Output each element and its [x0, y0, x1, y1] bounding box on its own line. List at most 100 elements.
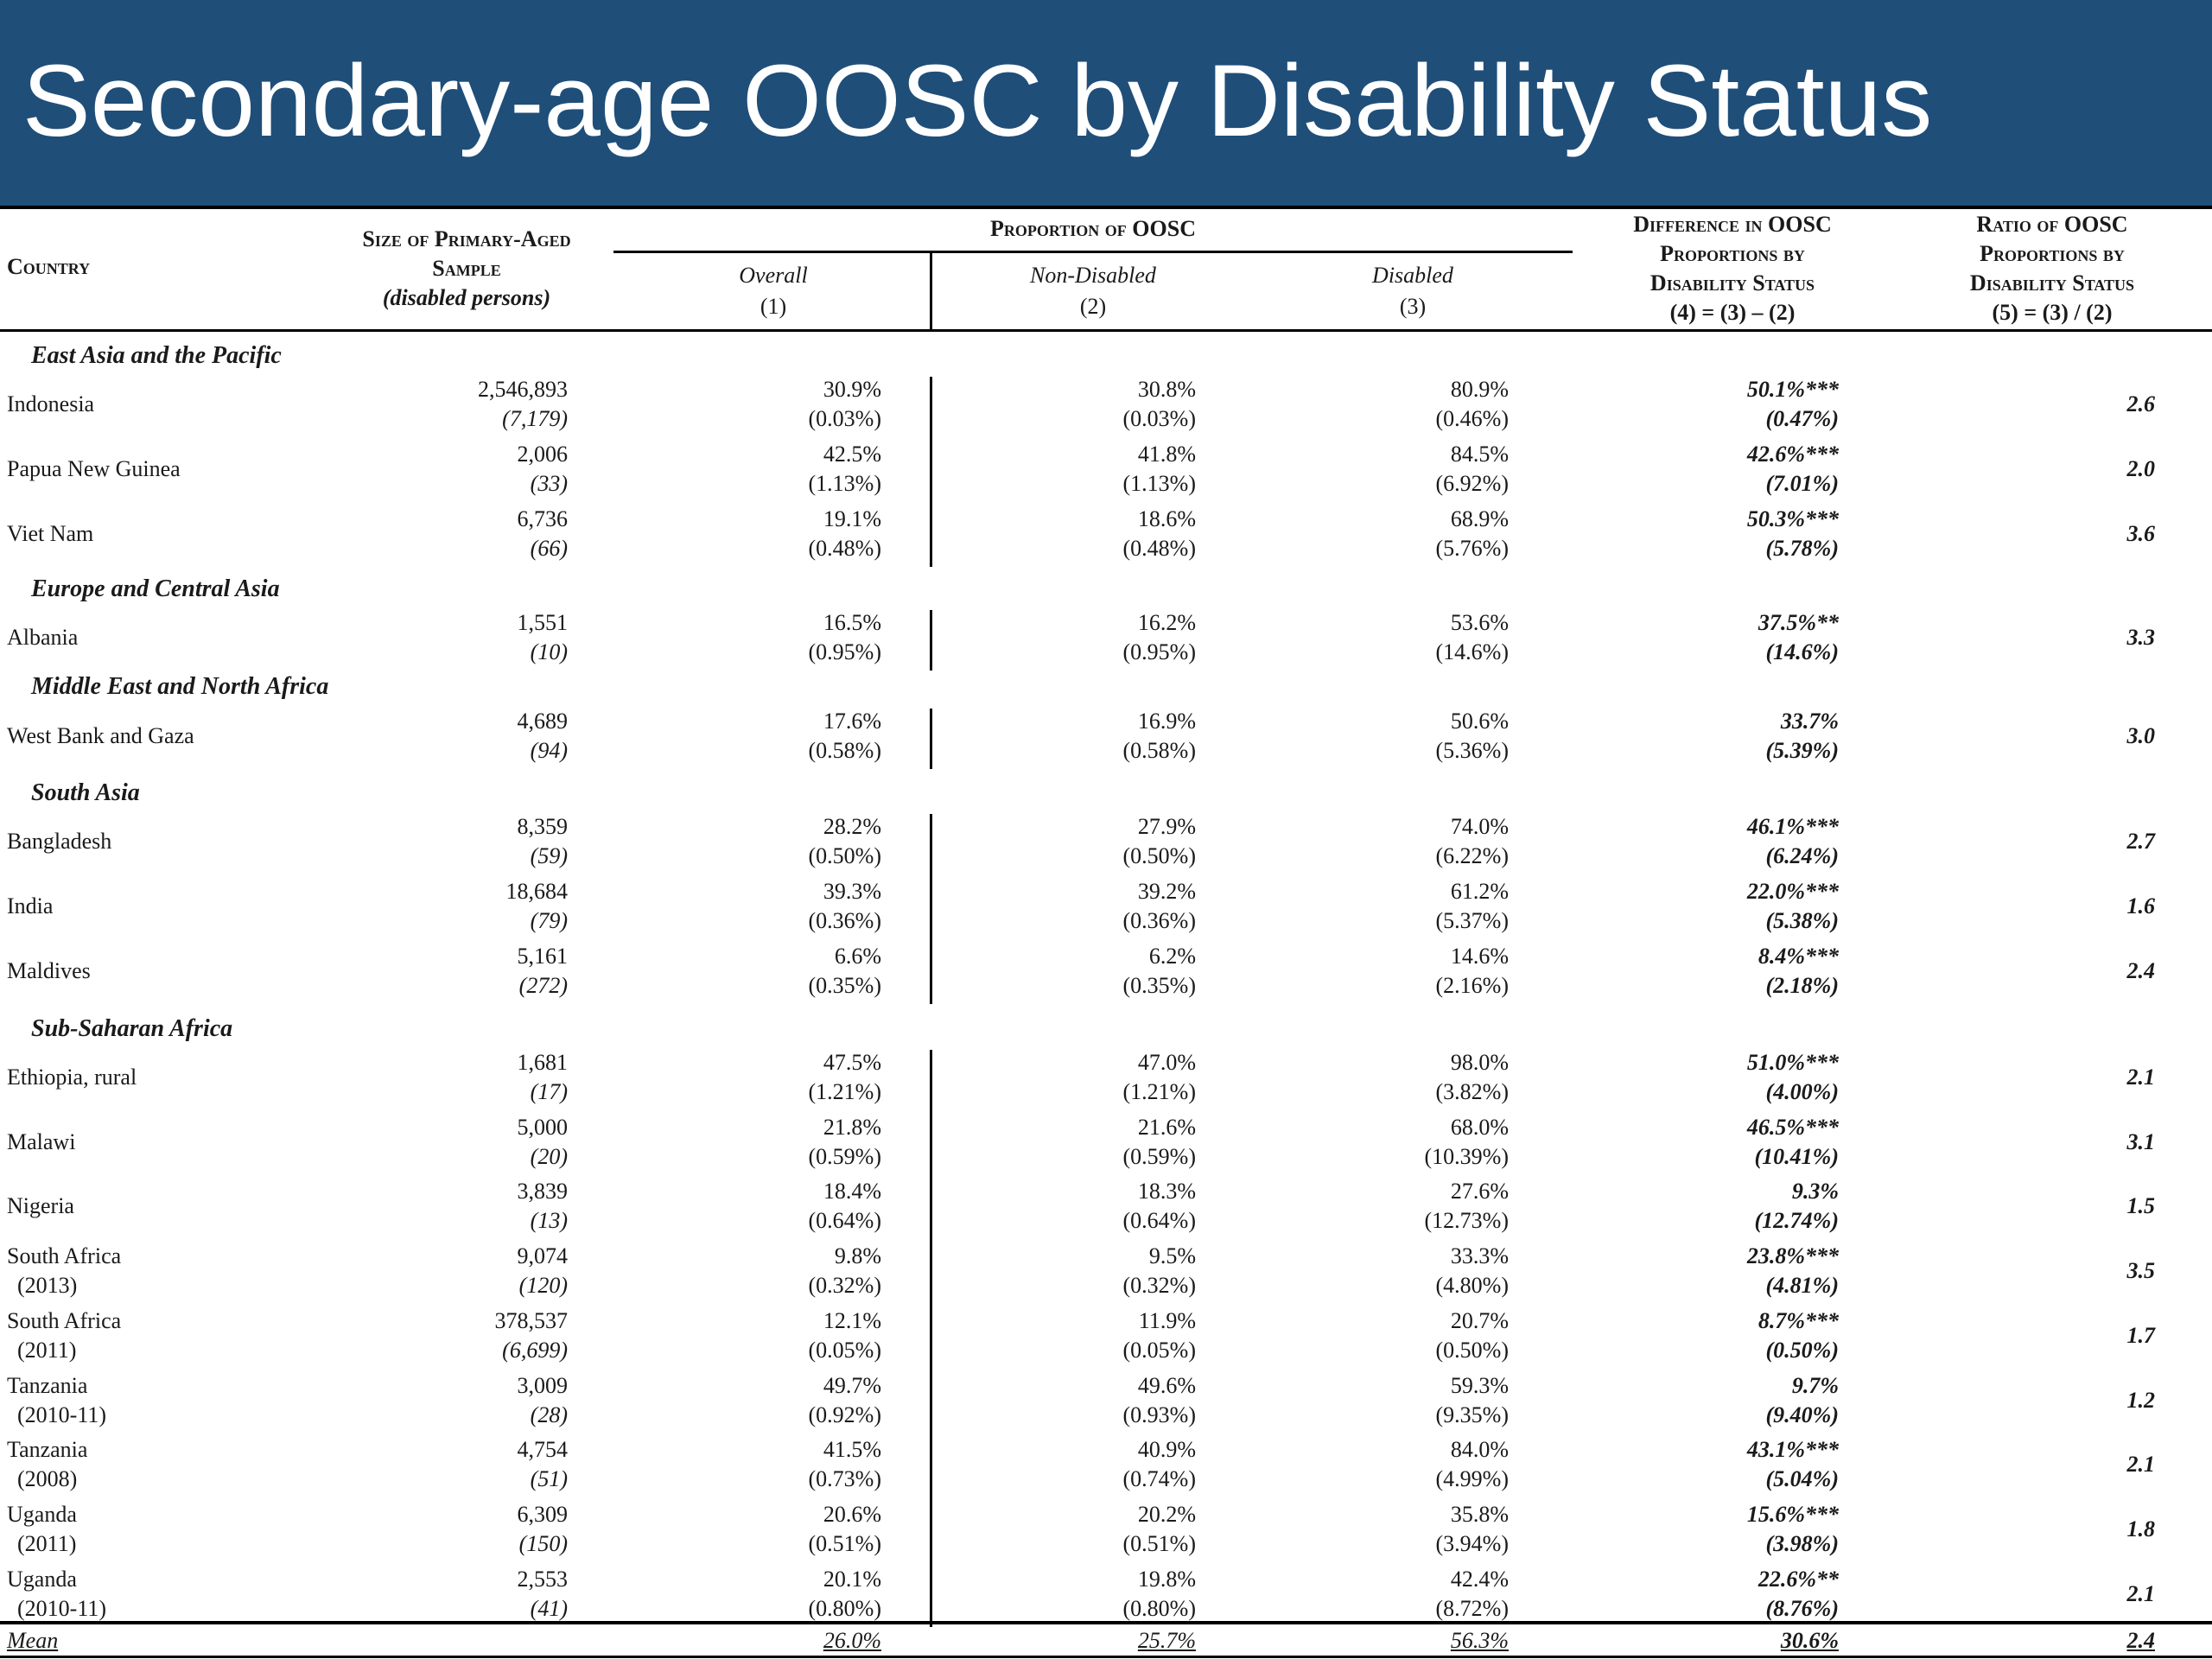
- sample-disabled: (17): [530, 1079, 568, 1104]
- country-year: (2008): [17, 1466, 78, 1491]
- ratio-value: 3.5: [2126, 1258, 2156, 1283]
- nondisabled-value: 18.3%: [1137, 1179, 1196, 1204]
- country-name: Tanzania: [7, 1437, 88, 1462]
- country-name: West Bank and Gaza: [7, 723, 194, 748]
- ratio-value: 1.2: [2126, 1388, 2156, 1413]
- nondisabled-value: 30.8%: [1137, 377, 1196, 402]
- sample-disabled: (6,699): [502, 1338, 568, 1363]
- header-sample-line1: Size of Primary-Aged: [362, 226, 571, 251]
- sample-disabled: (66): [530, 536, 568, 561]
- title-banner: Secondary-age OOSC by Disability Status: [0, 0, 2212, 206]
- sample-disabled: (13): [530, 1208, 568, 1233]
- ratio-value: 2.7: [2126, 829, 2156, 854]
- disabled-se: (5.36%): [1435, 738, 1509, 763]
- nondisabled-se: (0.64%): [1122, 1208, 1196, 1233]
- overall-se: (1.21%): [808, 1079, 881, 1104]
- sample-size: 6,309: [517, 1502, 569, 1527]
- difference-se: (3.98%): [1765, 1531, 1839, 1556]
- sample-disabled: (59): [530, 843, 568, 868]
- nondisabled-value: 18.6%: [1137, 506, 1196, 531]
- table-top-rule: [0, 206, 2212, 209]
- disabled-value: 53.6%: [1450, 610, 1509, 635]
- sample-size: 1,681: [517, 1050, 569, 1075]
- overall-value: 9.8%: [834, 1243, 881, 1268]
- disabled-value: 80.9%: [1450, 377, 1509, 402]
- difference-value: 46.5%***: [1746, 1115, 1839, 1140]
- header-country: Country: [7, 254, 91, 279]
- header-proportion-rule: [613, 251, 1573, 253]
- difference-se: (0.50%): [1765, 1338, 1839, 1363]
- difference-value: 42.6%***: [1746, 442, 1839, 467]
- sample-size: 8,359: [517, 814, 569, 839]
- nondisabled-value: 21.6%: [1137, 1115, 1196, 1140]
- overall-value: 19.1%: [823, 506, 881, 531]
- overall-se: (0.32%): [808, 1273, 881, 1298]
- disabled-se: (8.72%): [1435, 1596, 1509, 1621]
- nondisabled-value: 27.9%: [1137, 814, 1196, 839]
- ratio-value: 1.6: [2126, 893, 2156, 918]
- disabled-value: 59.3%: [1450, 1373, 1509, 1398]
- overall-se: (0.05%): [808, 1338, 881, 1363]
- header-disabled-num: (3): [1399, 294, 1427, 319]
- ratio-value: 3.6: [2126, 521, 2156, 546]
- nondisabled-se: (1.13%): [1122, 471, 1196, 496]
- header-diff-line3: Disability Status: [1649, 270, 1815, 296]
- disabled-value: 27.6%: [1450, 1179, 1509, 1204]
- difference-se: (12.74%): [1754, 1208, 1839, 1233]
- country-year: (2013): [17, 1273, 78, 1298]
- disabled-se: (14.6%): [1435, 639, 1509, 664]
- header-ratio-line3: Disability Status: [1969, 270, 2135, 296]
- nondisabled-value: 49.6%: [1137, 1373, 1196, 1398]
- disabled-se: (2.16%): [1435, 973, 1509, 998]
- sample-size: 18,684: [505, 879, 569, 904]
- disabled-se: (5.76%): [1435, 536, 1509, 561]
- header-ratio-line2: Proportions by: [1980, 241, 2125, 266]
- column-separator: [930, 610, 932, 671]
- difference-value: 46.1%***: [1746, 814, 1839, 839]
- country-name: South Africa: [7, 1243, 122, 1268]
- header-diff-line1: Difference in OOSC: [1633, 212, 1832, 237]
- country-name: Ethiopia, rural: [7, 1065, 137, 1090]
- header-diff-line2: Proportions by: [1660, 241, 1805, 266]
- difference-se: (2.18%): [1765, 973, 1839, 998]
- overall-value: 16.5%: [823, 610, 881, 635]
- ratio-value: 2.6: [2126, 391, 2156, 416]
- overall-se: (0.95%): [808, 639, 881, 664]
- header-diff-line4: (4) = (3) – (2): [1669, 300, 1796, 325]
- header-sample-line3: (disabled persons): [382, 285, 551, 310]
- nondisabled-se: (0.32%): [1122, 1273, 1196, 1298]
- disabled-value: 98.0%: [1450, 1050, 1509, 1075]
- difference-se: (0.47%): [1765, 406, 1839, 431]
- nondisabled-value: 16.2%: [1137, 610, 1196, 635]
- region-heading: Europe and Central Asia: [31, 575, 280, 602]
- nondisabled-value: 20.2%: [1137, 1502, 1196, 1527]
- column-separator: [930, 1050, 932, 1627]
- country-name: Uganda: [7, 1567, 77, 1592]
- nondisabled-value: 47.0%: [1137, 1050, 1196, 1075]
- disabled-value: 50.6%: [1450, 709, 1509, 734]
- difference-se: (9.40%): [1765, 1402, 1839, 1427]
- overall-se: (0.36%): [808, 908, 881, 933]
- difference-value: 50.3%***: [1746, 506, 1839, 531]
- country-name: Malawi: [7, 1129, 76, 1154]
- overall-value: 42.5%: [823, 442, 881, 467]
- disabled-value: 14.6%: [1450, 944, 1509, 969]
- sample-disabled: (33): [530, 471, 568, 496]
- sample-disabled: (79): [530, 908, 568, 933]
- nondisabled-value: 41.8%: [1137, 442, 1196, 467]
- nondisabled-se: (1.21%): [1122, 1079, 1196, 1104]
- nondisabled-se: (0.80%): [1122, 1596, 1196, 1621]
- country-name: Uganda: [7, 1502, 77, 1527]
- mean-nondisabled: 25.7%: [1137, 1628, 1196, 1653]
- overall-value: 30.9%: [823, 377, 881, 402]
- nondisabled-se: (0.03%): [1122, 406, 1196, 431]
- ratio-value: 1.5: [2126, 1193, 2156, 1218]
- sample-size: 378,537: [494, 1308, 569, 1333]
- disabled-value: 84.5%: [1450, 442, 1509, 467]
- overall-se: (0.64%): [808, 1208, 881, 1233]
- disabled-value: 61.2%: [1450, 879, 1509, 904]
- difference-value: 8.7%***: [1758, 1308, 1839, 1333]
- difference-se: (5.38%): [1765, 908, 1839, 933]
- ratio-value: 2.4: [2126, 958, 2156, 983]
- disabled-se: (3.94%): [1435, 1531, 1509, 1556]
